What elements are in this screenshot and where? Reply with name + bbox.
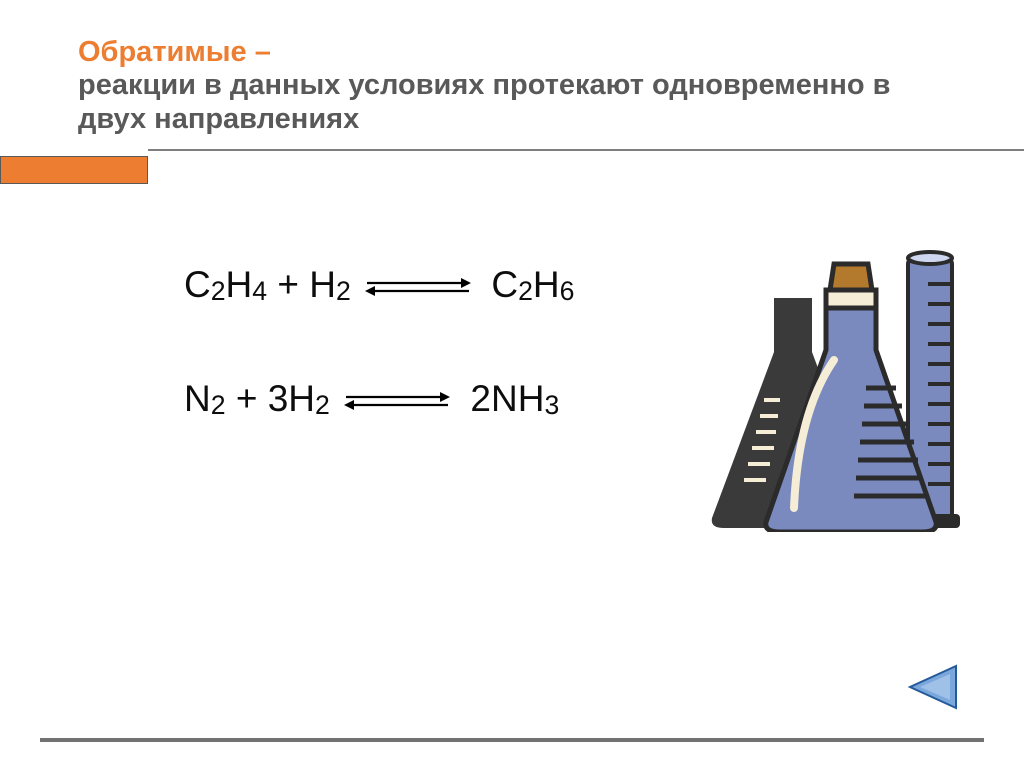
reversible-arrow-icon xyxy=(365,266,471,308)
title-accent: Обратимые – xyxy=(78,36,271,68)
eq1-rhs-b-sub: 6 xyxy=(560,276,575,306)
equation-2: N2 + 3H2 2NH3 xyxy=(184,378,574,422)
equation-1: С2Н4 + Н2 С2Н6 xyxy=(184,264,574,308)
eq1-lhs-a-sub: 2 xyxy=(211,276,226,306)
slide-title: Обратимые – реакции в данных условиях пр… xyxy=(78,36,948,136)
accent-bar xyxy=(0,156,148,184)
eq2-lhs-a: N xyxy=(184,378,211,419)
eq2-plus: + xyxy=(226,378,268,419)
eq1-lhs-b-sub: 4 xyxy=(252,276,267,306)
previous-slide-button[interactable] xyxy=(904,662,962,712)
eq2-lhs-a-sub: 2 xyxy=(211,390,226,420)
eq1-lhs-c: Н xyxy=(309,264,336,305)
reversible-arrow-icon xyxy=(344,380,450,422)
eq1-lhs-b: Н xyxy=(226,264,253,305)
flasks-clipart xyxy=(694,232,970,532)
eq2-rhs-a: 2NH xyxy=(470,378,544,419)
eq2-lhs-b-sub: 2 xyxy=(315,390,330,420)
eq1-rhs-a-sub: 2 xyxy=(518,276,533,306)
slide-title-text: Обратимые – реакции в данных условиях пр… xyxy=(78,36,948,136)
eq1-rhs-b: Н xyxy=(533,264,560,305)
equations-block: С2Н4 + Н2 С2Н6 N2 + 3H2 2NH3 xyxy=(184,264,574,422)
divider-top xyxy=(148,149,1024,151)
triangle-left-icon xyxy=(904,662,962,712)
eq1-rhs-a: С xyxy=(491,264,518,305)
eq1-plus: + xyxy=(267,264,309,305)
eq1-lhs-c-sub: 2 xyxy=(336,276,351,306)
title-rest: реакции в данных условиях протекают одно… xyxy=(78,69,890,134)
divider-bottom xyxy=(40,738,984,743)
eq1-lhs-a: С xyxy=(184,264,211,305)
eq2-rhs-a-sub: 3 xyxy=(544,390,559,420)
eq2-lhs-b: 3H xyxy=(268,378,315,419)
